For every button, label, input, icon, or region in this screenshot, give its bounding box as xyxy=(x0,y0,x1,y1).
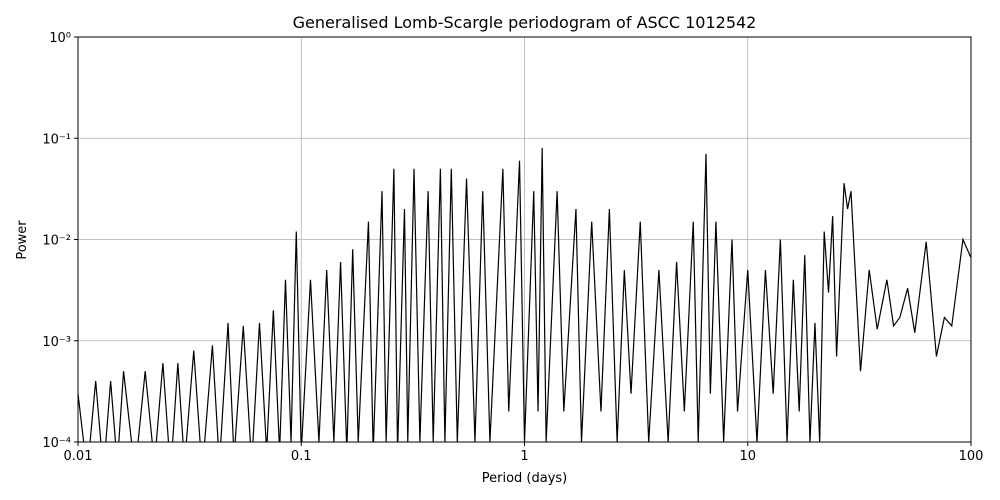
x-tick-label: 100 xyxy=(959,449,984,464)
y-tick-label: 10⁰ xyxy=(49,31,71,46)
y-tick-label: 10⁻³ xyxy=(42,335,71,350)
y-tick-label: 10⁻⁴ xyxy=(42,436,71,451)
x-tick-label: 0.01 xyxy=(64,449,93,464)
plot-frame xyxy=(77,36,972,443)
x-tick-label: 0.1 xyxy=(291,449,312,464)
x-axis-label: Period (days) xyxy=(482,471,568,486)
y-tick-label: 10⁻¹ xyxy=(42,132,71,147)
x-tick-label: 10 xyxy=(739,449,756,464)
chart-title: Generalised Lomb-Scargle periodogram of … xyxy=(293,13,757,32)
x-tick-label: 1 xyxy=(520,449,528,464)
series-line xyxy=(78,148,971,442)
y-tick-label: 10⁻² xyxy=(42,234,71,249)
y-axis-label: Power xyxy=(15,220,30,260)
